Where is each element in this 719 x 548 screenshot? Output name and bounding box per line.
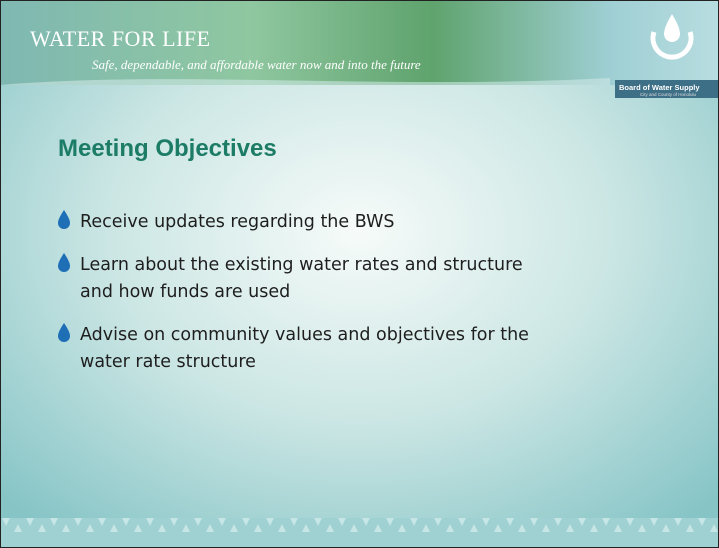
footer-band [0, 518, 719, 548]
bullet-text: Receive updates regarding the BWS [80, 212, 395, 232]
slide-title: Meeting Objectives [58, 135, 277, 162]
logo-sub: City and County of Honolulu [640, 92, 697, 97]
bullet-list: Receive updates regarding the BWS Learn a… [58, 210, 529, 372]
bullet-drop [58, 323, 70, 342]
brand: WATER FOR LIFE [30, 26, 211, 51]
bullet-drop [58, 253, 70, 272]
bullet-text: Learn about the existing water rates and… [80, 255, 523, 275]
bullet-text: and how funds are used [80, 282, 290, 302]
logo-name: Board of Water Supply [619, 83, 700, 92]
header-edge [0, 78, 610, 85]
bullet-drop [58, 210, 70, 229]
bullet-text: Advise on community values and objective… [80, 325, 529, 345]
tagline: Safe, dependable, and affordable water n… [92, 57, 421, 72]
bullet-text: water rate structure [80, 352, 256, 372]
logo: Board of Water Supply City and County of… [615, 14, 719, 98]
header-band [0, 0, 719, 85]
